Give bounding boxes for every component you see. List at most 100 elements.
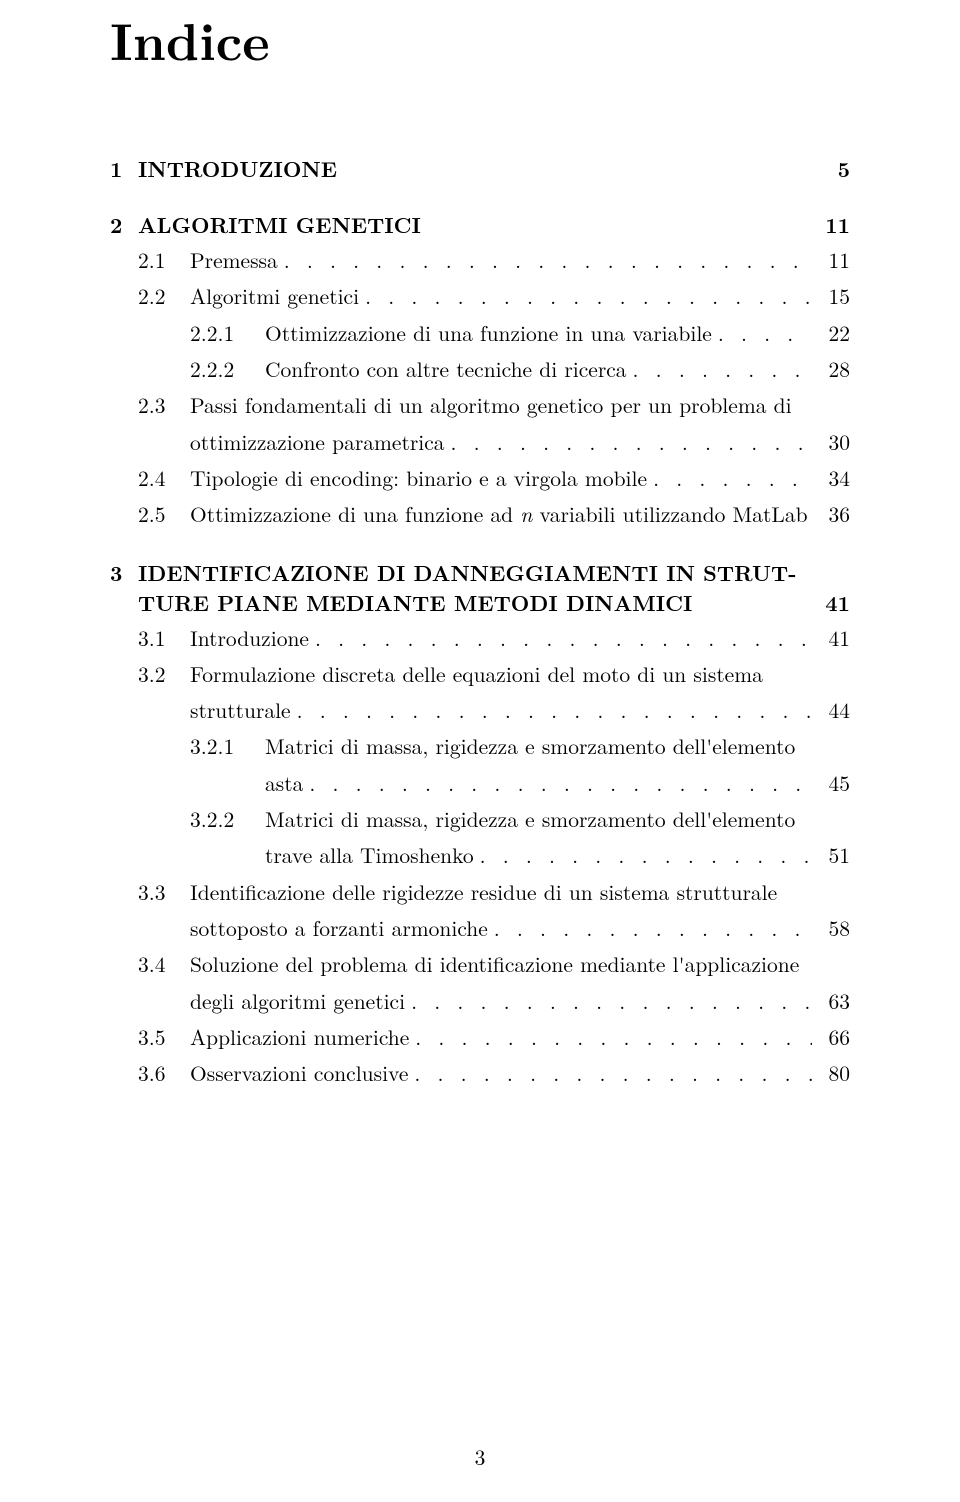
entry-number: 1 [110,154,138,184]
entry-text: degli algoritmi genetici [190,985,405,1018]
leader-dots: . . . . . . . . . . . . . . . . . . . . … [303,767,812,800]
toc-section: 3.4Soluzione del problema di identificaz… [110,948,850,981]
entry-text: Introduzione [190,622,309,655]
toc-entry-continuation: sottoposto a forzanti armoniche. . . . .… [110,912,850,945]
toc-entry-continuation: trave alla Timoshenko. . . . . . . . . .… [110,839,850,872]
toc-chapter: 3IDENTIFICAZIONE DI DANNEGGIAMENTI IN ST… [110,558,850,618]
toc-section: 2.3Passi fondamentali di un algoritmo ge… [110,389,850,422]
leader-dots: . . . . . . . . . . . . . . . . . . . . … [408,1057,812,1090]
entry-page: 22 [812,317,850,350]
toc-subsection: 2.2.2Confronto con altre tecniche di ric… [110,353,850,386]
entry-text: Ottimizzazione di una funzione in una va… [265,317,712,350]
chapter-label: TURE PIANE MEDIANTE METODI DINAMICI [138,588,825,618]
entry-label-area: Premessa. . . . . . . . . . . . . . . . … [190,244,812,277]
entry-page: 36 [812,498,850,531]
entry-page: 11 [825,210,850,240]
page-number: 3 [0,1442,960,1472]
entry-label-area: Matrici di massa, rigidezza e smorzament… [265,803,812,836]
chapter-label: INTRODUZIONE [138,154,838,184]
entry-page: 80 [812,1057,850,1090]
entry-page: 63 [812,985,850,1018]
entry-label-area: Soluzione del problema di identificazion… [190,948,812,981]
entry-label-area: Ottimizzazione di una funzione ad n vari… [190,498,812,531]
entry-text: ottimizzazione parametrica [190,426,445,459]
toc-section: 2.1Premessa. . . . . . . . . . . . . . .… [110,244,850,277]
entry-text: Applicazioni numeriche [190,1021,409,1054]
entry-page: 58 [812,912,850,945]
entry-label-area: Passi fondamentali di un algoritmo genet… [190,389,812,422]
entry-page: 34 [812,462,850,495]
toc-section: 3.1Introduzione. . . . . . . . . . . . .… [110,622,850,655]
toc-entry-continuation: asta. . . . . . . . . . . . . . . . . . … [110,767,850,800]
leader-dots: . . . . . . . . . . . . . . . . . . . . … [359,280,812,313]
entry-text: Matrici di massa, rigidezza e smorzament… [265,731,795,761]
leader-dots: . . . . . . . . . . . . . . . . . . . . … [488,912,812,945]
entry-text: Confronto con altre tecniche di ricerca [265,353,627,386]
entry-number: 2.3 [138,389,190,422]
entry-page: 41 [825,588,850,618]
entry-label-area: degli algoritmi genetici. . . . . . . . … [190,985,812,1018]
chapter-label: ALGORITMI GENETICI [138,210,825,240]
leader-dots: . . . . . . . . . . . . . . . . . . . . … [627,353,812,386]
entry-number: 3.2.2 [190,803,265,836]
toc-subsection: 3.2.1Matrici di massa, rigidezza e smorz… [110,730,850,763]
entry-label-area: Algoritmi genetici. . . . . . . . . . . … [190,280,812,313]
entry-number: 3.3 [138,876,190,909]
entry-text: Identificazione delle rigidezze residue … [190,877,777,907]
entry-label-area: Confronto con altre tecniche di ricerca.… [265,353,812,386]
entry-number: 3 [110,558,138,588]
entry-number: 2 [110,210,138,240]
entry-label-area: Formulazione discreta delle equazioni de… [190,658,812,691]
entry-text: trave alla Timoshenko [265,839,474,872]
leader-dots: . . . . . . . . . . . . . . . . . . . . … [409,1021,812,1054]
toc-chapter: 1INTRODUZIONE5 [110,154,850,184]
entry-label-area: asta. . . . . . . . . . . . . . . . . . … [265,767,812,800]
entry-number: 3.1 [138,622,190,655]
entry-label-area: ottimizzazione parametrica. . . . . . . … [190,426,812,459]
entry-number: 2.4 [138,462,190,495]
entry-label-area: Introduzione. . . . . . . . . . . . . . … [190,622,812,655]
entry-label-area: sottoposto a forzanti armoniche. . . . .… [190,912,812,945]
entry-label-area: strutturale. . . . . . . . . . . . . . .… [190,694,812,727]
entry-number: 3.5 [138,1021,190,1054]
toc-section: 3.5Applicazioni numeriche. . . . . . . .… [110,1021,850,1054]
entry-page: 11 [812,244,850,277]
toc-title: Indice [110,0,850,76]
leader-dots: . . . . . . . . . . . . . . . . . . . . … [291,694,812,727]
entry-text: sottoposto a forzanti armoniche [190,912,488,945]
entry-number: 2.2.1 [190,317,265,350]
leader-dots: . . . . . . . . . . . . . . . . . . . . … [445,426,812,459]
entry-label-area: trave alla Timoshenko. . . . . . . . . .… [265,839,812,872]
entry-page: 30 [812,426,850,459]
toc-section: 3.6Osservazioni conclusive. . . . . . . … [110,1057,850,1090]
entry-page: 41 [812,622,850,655]
entry-text: Passi fondamentali di un algoritmo genet… [190,390,792,420]
toc-section: 3.3Identificazione delle rigidezze resid… [110,876,850,909]
entry-label-area: Tipologie di encoding: binario e a virgo… [190,462,812,495]
entry-text: Soluzione del problema di identificazion… [190,949,799,979]
toc-chapter: 2ALGORITMI GENETICI11 [110,210,850,240]
entry-text: Tipologie di encoding: binario e a virgo… [190,462,647,495]
entry-label-area: Matrici di massa, rigidezza e smorzament… [265,730,812,763]
chapter-label: IDENTIFICAZIONE DI DANNEGGIAMENTI IN STR… [138,558,850,588]
entry-number: 2.2 [138,280,190,313]
entry-text: Matrici di massa, rigidezza e smorzament… [265,804,795,834]
page-container: Indice 1INTRODUZIONE5 2ALGORITMI GENETICI… [0,0,960,1502]
leader-dots: . . . . . . . . . . . . . . . . . . . . … [405,985,812,1018]
leader-dots: . . . . . . . . . . . . . . . . . . . . … [309,622,812,655]
entry-number: 3.2 [138,658,190,691]
entry-label-area: Osservazioni conclusive. . . . . . . . .… [190,1057,812,1090]
toc-section: 3.2Formulazione discreta delle equazioni… [110,658,850,691]
entry-text: Algoritmi genetici [190,280,359,313]
toc-section: 2.4Tipologie di encoding: binario e a vi… [110,462,850,495]
entry-label-area: Ottimizzazione di una funzione in una va… [265,317,812,350]
toc-subsection: 3.2.2Matrici di massa, rigidezza e smorz… [110,803,850,836]
entry-page: 15 [812,280,850,313]
entry-page: 44 [812,694,850,727]
entry-page: 5 [838,154,850,184]
leader-dots: . . . . . . . . . . . . . . . . . . . . … [474,839,812,872]
entry-number: 3.6 [138,1057,190,1090]
entry-page: 66 [812,1021,850,1054]
entry-text: Osservazioni conclusive [190,1057,408,1090]
entry-text: Ottimizzazione di una funzione ad n vari… [190,499,808,529]
